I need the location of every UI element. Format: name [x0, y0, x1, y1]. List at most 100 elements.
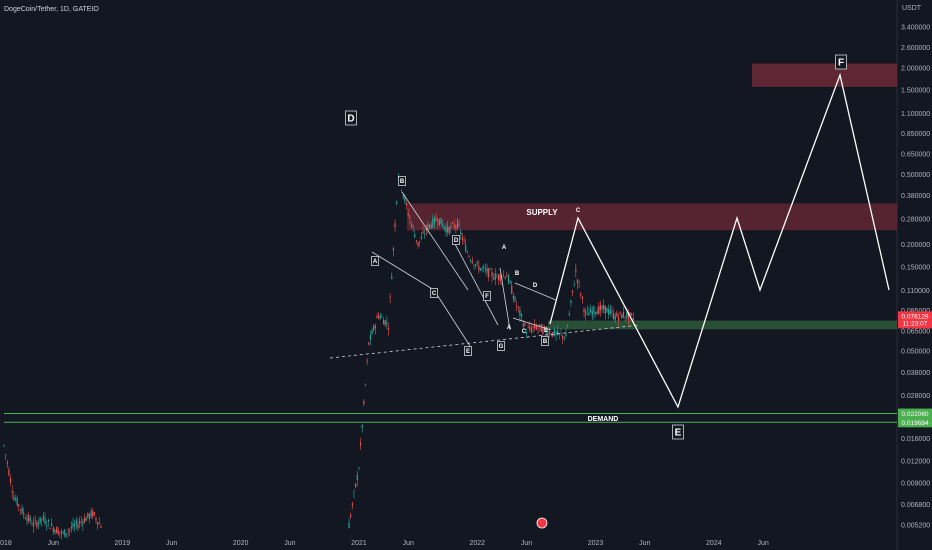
candle-body [573, 284, 575, 286]
candle-body [483, 266, 485, 268]
candle-body [371, 330, 373, 335]
wave-label: A [502, 245, 507, 251]
candle-body [590, 308, 592, 313]
candle-body [438, 218, 441, 225]
y-tick-label: 0.009000 [901, 480, 930, 487]
candle-body [359, 442, 362, 446]
candle-body [24, 518, 26, 519]
candle-body [46, 525, 48, 527]
candle-body [75, 520, 77, 525]
y-tick-label: 0.038000 [901, 370, 930, 377]
candle-body [424, 233, 426, 235]
candle-body [11, 491, 13, 493]
candle-body [361, 425, 363, 428]
candle-body [72, 522, 74, 528]
x-tick-label: 2022 [469, 540, 485, 547]
candle-body [31, 524, 33, 526]
candle-body [496, 276, 498, 278]
candle-body [488, 268, 490, 278]
candle-body [42, 515, 45, 520]
candle-body [57, 529, 59, 535]
candle-body [59, 532, 61, 533]
candle-body [78, 521, 81, 524]
candle-body [550, 334, 552, 336]
candle-body [83, 517, 86, 523]
candle-body [392, 248, 395, 251]
candle-body [622, 311, 625, 318]
candle-body [478, 265, 480, 271]
candle-body [455, 226, 457, 228]
candle-body [489, 269, 491, 270]
candle-body [458, 224, 460, 226]
candle-body [18, 504, 20, 507]
candle-body [95, 518, 97, 521]
candle-body [583, 308, 585, 312]
candle-body [54, 530, 56, 533]
candle-body [55, 527, 58, 534]
candle-body [348, 522, 350, 529]
candle-body [466, 252, 468, 254]
candle-body [374, 325, 376, 329]
candle-body [530, 328, 533, 332]
event-marker-icon [536, 517, 548, 529]
candle-body [414, 234, 416, 238]
price-tag-value: 0.076128 [901, 313, 928, 320]
candle-body [621, 314, 623, 319]
wave-label: E [675, 428, 682, 439]
candle-body [486, 268, 488, 273]
candle-body [601, 306, 603, 309]
candle-body [379, 316, 381, 319]
y-tick-label: 2.600000 [901, 45, 930, 52]
candle-body [93, 512, 95, 516]
candle-body [8, 469, 10, 476]
candle-body [69, 529, 71, 531]
x-tick-label: 2021 [351, 540, 367, 547]
level-tag [898, 408, 932, 419]
candle-body [535, 325, 537, 330]
y-tick-label: 0.005200 [901, 523, 930, 530]
candle-body [19, 509, 22, 510]
wave-label-box [430, 288, 438, 298]
candle-body [355, 483, 357, 488]
candle-body [369, 334, 372, 340]
pattern-line [512, 317, 552, 331]
y-tick-label: 0.012000 [901, 458, 930, 465]
candle-body [51, 523, 53, 526]
candle-body [545, 329, 547, 333]
candle-body [430, 225, 432, 228]
candle-body [381, 316, 383, 318]
candle-body [407, 213, 409, 216]
candle-body [568, 313, 570, 316]
candle-body [591, 310, 593, 317]
candle-body [613, 313, 615, 320]
candle-body [358, 468, 360, 470]
candle-body [80, 521, 82, 522]
candle-body [588, 312, 590, 316]
pattern-line [514, 282, 557, 301]
candle-body [553, 329, 556, 336]
candle-body [611, 311, 613, 312]
candle-body [82, 521, 84, 525]
wave-label: G [499, 344, 504, 350]
wave-label-box [464, 346, 472, 356]
candle-body [631, 313, 633, 315]
candle-body [586, 310, 588, 311]
candle-body [566, 325, 569, 327]
pattern-line [401, 191, 469, 291]
wave-label-box [497, 341, 505, 351]
x-tick-label: Jun [521, 540, 532, 547]
candle-body [502, 274, 505, 276]
forecast-path [549, 72, 890, 409]
candle-body [519, 309, 521, 316]
x-tick-label: 2024 [706, 540, 722, 547]
candle-body [382, 319, 385, 325]
candle-body [463, 239, 465, 241]
candle-body [547, 333, 549, 336]
price-tag-countdown: 11:23:07 [903, 320, 928, 327]
symbol-title: DogeCoin/Tether, 1D, GATEIO [4, 6, 99, 13]
candle-body [394, 223, 396, 228]
candle-body [16, 497, 18, 506]
price-axis-panel [897, 0, 932, 550]
candle-body [5, 454, 7, 455]
